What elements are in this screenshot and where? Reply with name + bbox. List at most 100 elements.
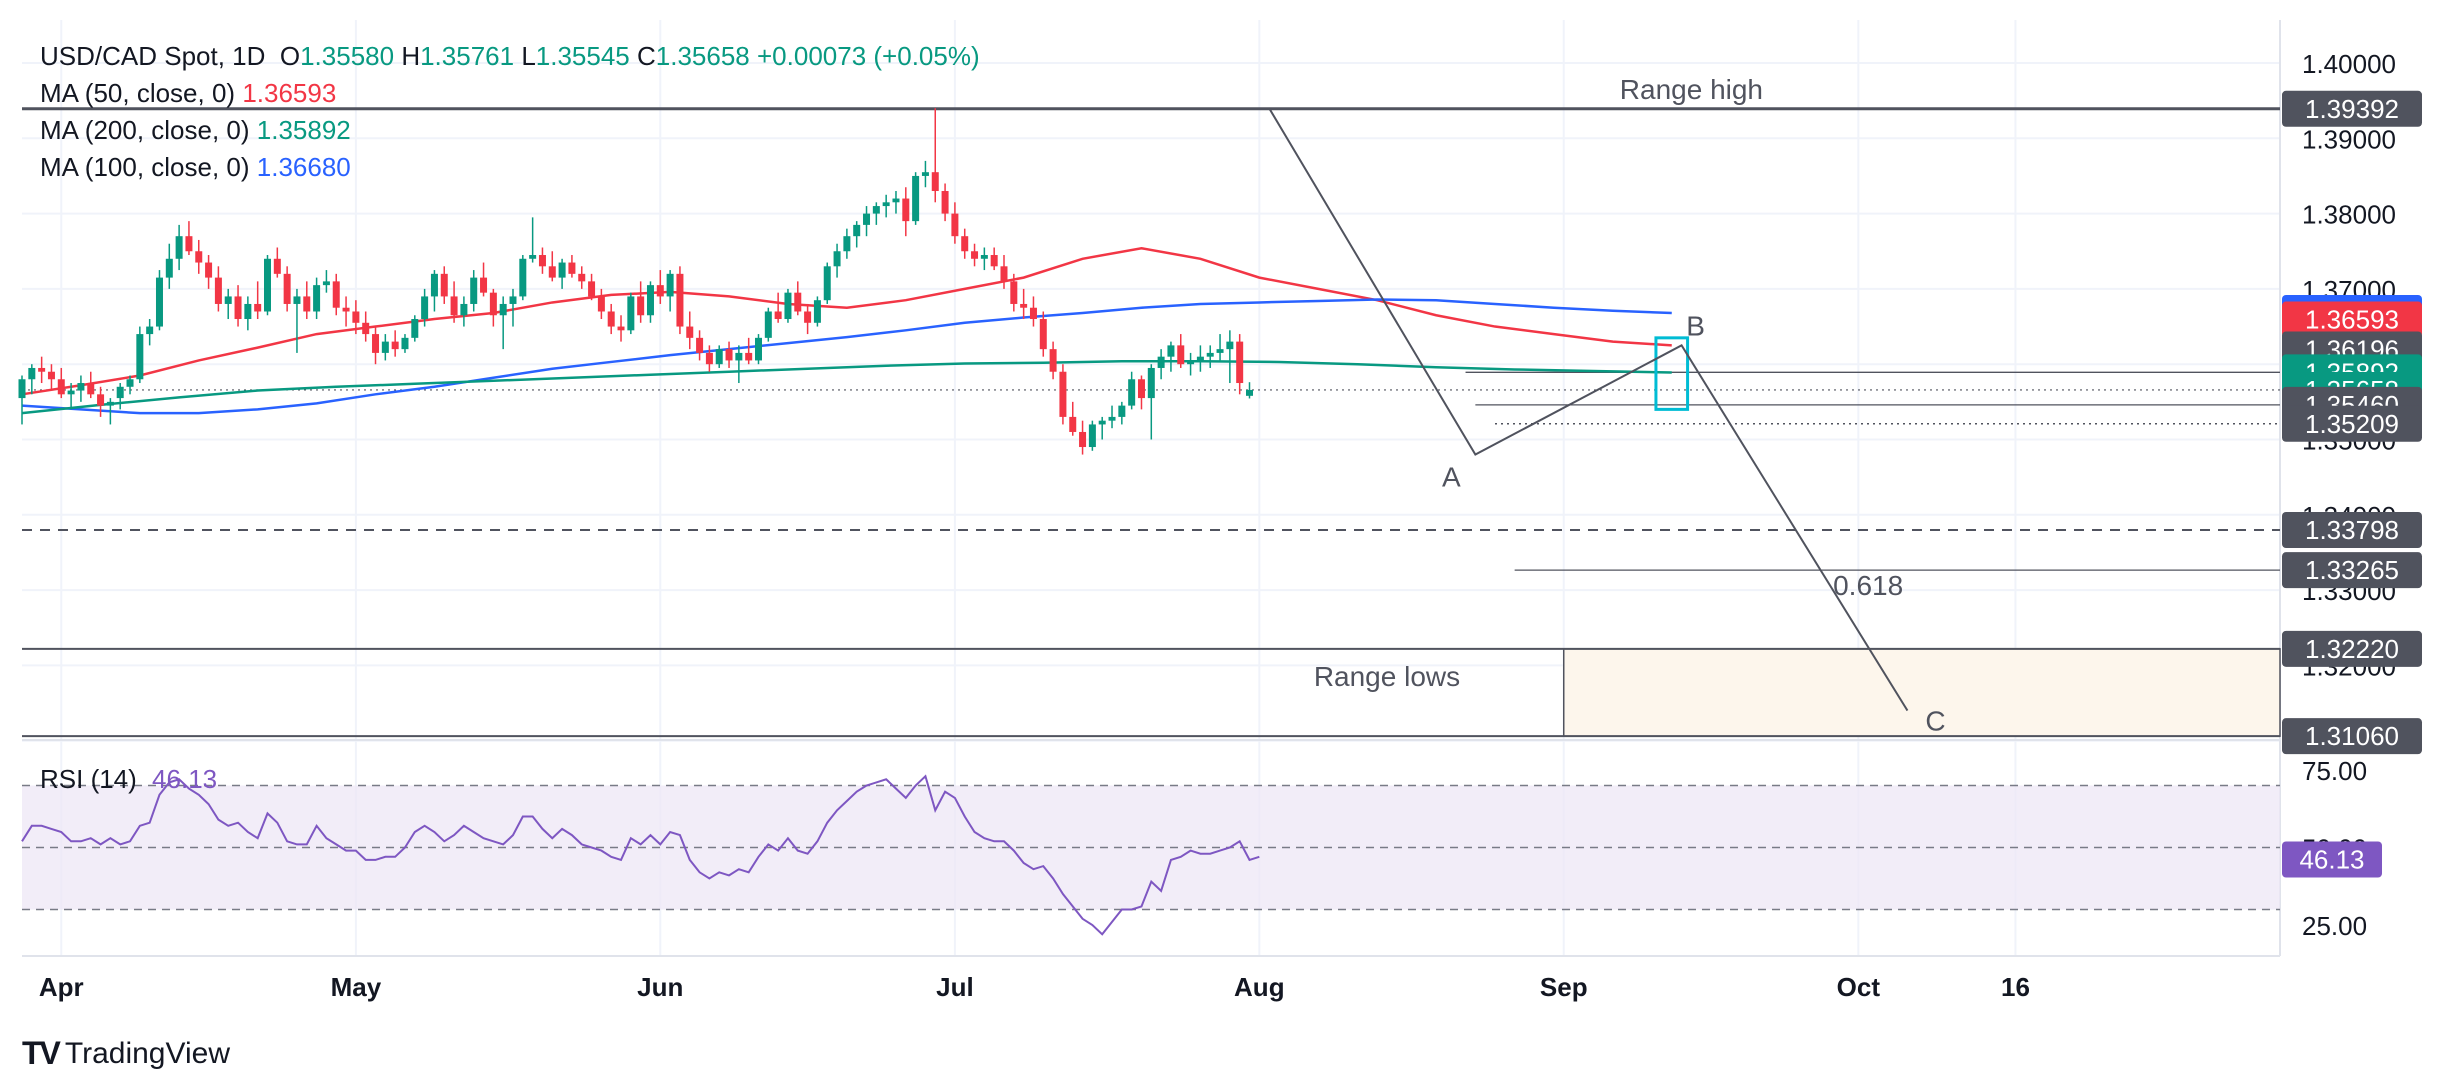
candle-body <box>666 273 674 297</box>
candle-body <box>234 296 242 320</box>
candle <box>411 315 419 342</box>
candle <box>313 277 321 320</box>
candle <box>509 288 517 327</box>
candle <box>1049 341 1057 380</box>
candle-body <box>47 371 55 380</box>
candle-body <box>676 273 684 327</box>
candle-body <box>568 262 576 274</box>
candle-body <box>381 341 389 353</box>
candle-body <box>352 311 360 323</box>
candle <box>1226 330 1234 384</box>
rsi-tag: 46.13 <box>2282 841 2382 878</box>
ma50-row[interactable]: MA (50, close, 0) 1.36593 <box>40 75 980 112</box>
candle <box>1177 334 1185 368</box>
candle <box>696 330 704 361</box>
candle-body <box>813 300 821 323</box>
candle-body <box>931 172 939 192</box>
time-tick-label: May <box>331 972 382 1002</box>
candle <box>1098 416 1106 440</box>
candle-body <box>627 296 635 331</box>
price-tag: 1.33265 <box>2282 552 2422 589</box>
candle-body <box>607 311 615 327</box>
candle <box>1206 345 1214 368</box>
candle-body <box>548 266 556 278</box>
candle <box>882 194 890 218</box>
wave-label-B: B <box>1686 310 1705 341</box>
candle-body <box>519 258 527 297</box>
candle-body <box>87 383 95 395</box>
candle-body <box>67 390 75 395</box>
time-tick-label: Jun <box>637 972 683 1002</box>
candle <box>872 202 880 225</box>
candle <box>499 296 507 350</box>
candle-body <box>77 383 85 391</box>
symbol-title[interactable]: USD/CAD Spot, 1D <box>40 41 266 71</box>
candle <box>823 262 831 304</box>
candle-body <box>951 213 959 237</box>
brand-name: TradingView <box>64 1036 230 1070</box>
candle-body <box>705 352 713 365</box>
candle-body <box>863 213 871 225</box>
candle-body <box>499 303 507 316</box>
candle <box>244 296 252 331</box>
time-tick-label: Jul <box>936 972 974 1002</box>
candle-body <box>1059 371 1067 417</box>
candle <box>77 375 85 402</box>
candle <box>980 247 988 271</box>
candle-body <box>784 292 792 320</box>
candle-body <box>480 277 488 293</box>
candle <box>912 172 920 225</box>
candle-body <box>1010 281 1018 304</box>
candle <box>1079 420 1087 455</box>
candle <box>1246 382 1253 399</box>
candle <box>705 345 713 372</box>
candle-body <box>971 251 979 259</box>
candle-body <box>1177 345 1185 365</box>
candle-body <box>755 337 762 361</box>
candle <box>951 202 959 244</box>
candle <box>322 270 330 293</box>
candle-body <box>313 285 321 312</box>
ma200-row[interactable]: MA (200, close, 0) 1.35892 <box>40 112 980 149</box>
candle-body <box>1118 405 1126 417</box>
rsi-legend[interactable]: RSI (14) 46.13 <box>40 764 217 795</box>
time-tick-label: Sep <box>1540 972 1588 1002</box>
candle <box>126 375 134 395</box>
candle <box>1020 288 1028 320</box>
candle <box>293 288 301 353</box>
candle <box>617 315 625 342</box>
candle <box>607 303 615 335</box>
candle-body <box>725 349 733 361</box>
candle-body <box>1020 303 1028 308</box>
candle <box>283 266 291 312</box>
candle-body <box>1167 345 1175 357</box>
candle-body <box>401 337 409 350</box>
rsi-tick-label: 75.00 <box>2302 756 2367 786</box>
candle-body <box>529 255 537 259</box>
wave-label-C: C <box>1925 706 1945 737</box>
candle-body <box>764 311 772 338</box>
candle <box>401 334 409 353</box>
candle <box>1157 349 1165 380</box>
candle <box>1128 371 1136 410</box>
price-tag: 1.35209 <box>2282 405 2422 442</box>
candle <box>558 258 566 289</box>
candle <box>57 367 65 399</box>
rsi-value: 46.13 <box>152 764 218 794</box>
candle <box>342 296 350 327</box>
ma100-row[interactable]: MA (100, close, 0) 1.36680 <box>40 149 980 186</box>
candle-body <box>921 172 929 176</box>
candle <box>568 255 576 278</box>
candle-body <box>735 352 743 361</box>
candle-body <box>558 262 566 278</box>
candle <box>853 221 861 248</box>
ma100-label: MA (100, close, 0) <box>40 152 250 182</box>
candle <box>155 270 163 331</box>
candle-body <box>1206 352 1214 357</box>
candle <box>1029 296 1037 327</box>
rsi-tag-text: 46.13 <box>2299 844 2364 874</box>
candle <box>47 364 55 391</box>
candle-body <box>391 341 399 350</box>
tradingview-brand[interactable]: TV TradingView <box>22 1035 230 1072</box>
